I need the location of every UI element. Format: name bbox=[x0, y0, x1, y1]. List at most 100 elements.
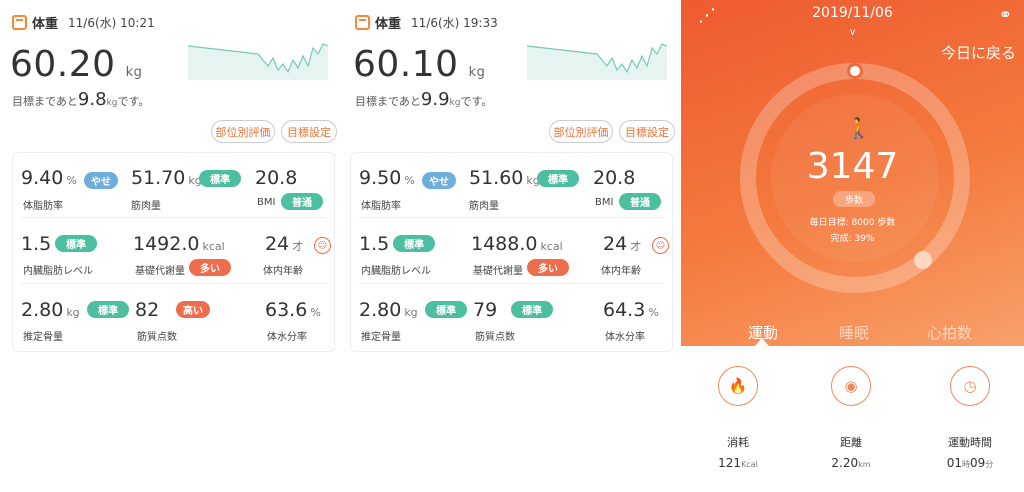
bmr-value: 1488.0 kcal bbox=[471, 233, 563, 255]
bmi-badge: 普通 bbox=[619, 193, 661, 210]
body-part-eval-button[interactable]: 部位別評価 bbox=[549, 120, 613, 143]
fat-label: 体脂肪率 bbox=[361, 201, 401, 212]
body-metrics-card: 9.40% やせ 体脂肪率 51.70 kg 標準 筋肉量 20.8 BMI 普通… bbox=[12, 152, 335, 352]
walking-icon: 🚶 bbox=[846, 116, 871, 140]
back-to-today-button[interactable]: 今日に戻る bbox=[940, 44, 1016, 62]
weight-value: 60.20 kg bbox=[10, 44, 142, 85]
visceral-badge: 標準 bbox=[393, 235, 435, 252]
scale-icon bbox=[355, 15, 370, 30]
distance-number: 2.20 bbox=[831, 456, 859, 470]
distance-value: 2.20km bbox=[811, 456, 891, 470]
body-age-unit: 才 bbox=[292, 240, 304, 253]
fat-number: 9.40 bbox=[21, 167, 64, 189]
tab-heart-rate[interactable]: 心拍数 bbox=[927, 324, 973, 342]
step-count: 3147 bbox=[806, 146, 899, 187]
body-age-value: 24 才 bbox=[603, 233, 641, 255]
weight-trend-sparkline bbox=[188, 43, 328, 80]
link-icon[interactable]: ⚭ bbox=[998, 5, 1012, 24]
goal-setting-button[interactable]: 目標設定 bbox=[619, 120, 675, 143]
bone-badge: 標準 bbox=[87, 301, 129, 318]
goal-value: 9.9 bbox=[420, 89, 450, 110]
distance-label: 距離 bbox=[840, 436, 862, 449]
visceral-badge: 標準 bbox=[55, 235, 97, 252]
bone-value: 2.80 kg bbox=[21, 299, 80, 321]
weight-header: 体重 11/6(水) 10:21 bbox=[12, 13, 155, 32]
goal-value: 9.8 bbox=[77, 89, 107, 110]
weight-number: 60.10 bbox=[353, 44, 459, 85]
daily-goal: 毎日目標: 8000 歩数 bbox=[809, 218, 896, 228]
bmr-number: 1488.0 bbox=[471, 233, 538, 255]
bmi-label: BMI bbox=[595, 197, 614, 208]
weight-value: 60.10 kg bbox=[353, 44, 485, 85]
bone-value: 2.80 kg bbox=[359, 299, 418, 321]
body-age-unit: 才 bbox=[630, 240, 642, 253]
water-value: 63.6% bbox=[265, 299, 321, 321]
muscle-label: 筋肉量 bbox=[469, 201, 499, 212]
weight-unit: kg bbox=[468, 65, 486, 80]
goal-prefix: 目標まであと bbox=[12, 95, 78, 108]
ring-progress-knob bbox=[914, 251, 933, 270]
chevron-down-icon[interactable]: ∨ bbox=[849, 27, 857, 38]
goal-prefix: 目標まであと bbox=[355, 95, 421, 108]
weight-trend-sparkline bbox=[527, 43, 667, 80]
share-icon[interactable]: ⋰ bbox=[698, 5, 716, 26]
divider bbox=[359, 283, 664, 284]
bmi-value: 20.8 bbox=[593, 167, 636, 189]
goal-setting-button[interactable]: 目標設定 bbox=[281, 120, 337, 143]
bmi-badge: 普通 bbox=[281, 193, 323, 210]
ring-inner bbox=[771, 94, 939, 262]
divider bbox=[21, 217, 326, 218]
weight-number: 60.20 bbox=[10, 44, 116, 85]
measure-datetime: 11/6(水) 10:21 bbox=[68, 16, 155, 30]
water-label: 体水分率 bbox=[267, 332, 307, 343]
muscle-score-label: 筋質点数 bbox=[137, 332, 177, 343]
calories-number: 121 bbox=[718, 456, 742, 470]
body-age-number: 24 bbox=[265, 233, 290, 255]
bone-badge: 標準 bbox=[425, 301, 467, 318]
flame-icon: 🔥 bbox=[718, 366, 758, 406]
goal-suffix: です。 bbox=[117, 95, 150, 108]
steps-label: 歩数 bbox=[833, 191, 875, 207]
bmr-badge: 多い bbox=[189, 259, 231, 276]
muscle-score-badge: 高い bbox=[176, 301, 210, 318]
face-icon: ☺ bbox=[314, 237, 331, 254]
bmi-label: BMI bbox=[257, 197, 276, 208]
bone-number: 2.80 bbox=[21, 299, 64, 321]
ring-start-knob bbox=[847, 63, 863, 79]
calories-label: 消耗 bbox=[727, 436, 749, 449]
water-number: 64.3 bbox=[603, 299, 646, 321]
visceral-value: 1.5 bbox=[21, 233, 52, 255]
muscle-value: 51.70 kg bbox=[131, 167, 202, 189]
calories-value: 121Kcal bbox=[698, 456, 778, 470]
weight-title: 体重 bbox=[375, 17, 402, 32]
muscle-score-badge: 標準 bbox=[511, 301, 553, 318]
weight-panel-2: 体重 11/6(水) 19:33 60.10 kg 目標まであと9.9kgです。 … bbox=[343, 0, 681, 352]
fat-number: 9.50 bbox=[359, 167, 402, 189]
face-icon: ☺ bbox=[652, 237, 669, 254]
scale-icon bbox=[12, 15, 27, 30]
activity-date[interactable]: 2019/11/06 bbox=[812, 5, 893, 21]
bmr-number: 1492.0 bbox=[133, 233, 200, 255]
water-value: 64.3% bbox=[603, 299, 659, 321]
water-unit: % bbox=[648, 306, 659, 319]
bmr-value: 1492.0 kcal bbox=[133, 233, 225, 255]
body-part-eval-button[interactable]: 部位別評価 bbox=[211, 120, 275, 143]
body-age-label: 体内年齢 bbox=[263, 266, 303, 277]
time-hours: 01 bbox=[946, 456, 962, 470]
bone-unit: kg bbox=[404, 306, 418, 319]
tab-exercise[interactable]: 運動 bbox=[748, 324, 779, 342]
goal-remaining: 目標まであと9.9kgです。 bbox=[355, 89, 492, 110]
activity-panel: ⋰ 2019/11/06 ∨ ⚭ 今日に戻る 🚶 3147 歩数 毎日目標: 8… bbox=[681, 0, 1024, 492]
calories-unit: Kcal bbox=[741, 460, 758, 469]
water-label: 体水分率 bbox=[605, 332, 645, 343]
divider bbox=[359, 217, 664, 218]
fat-unit: % bbox=[404, 174, 415, 187]
bmr-badge: 多い bbox=[527, 259, 569, 276]
bmr-label: 基礎代謝量 bbox=[473, 266, 523, 277]
muscle-number: 51.60 bbox=[469, 167, 524, 189]
goal-suffix: です。 bbox=[460, 95, 493, 108]
bone-label: 推定骨量 bbox=[361, 332, 401, 343]
body-metrics-card: 9.50% やせ 体脂肪率 51.60 kg 標準 筋肉量 20.8 BMI 普通… bbox=[350, 152, 673, 352]
tab-sleep[interactable]: 睡眠 bbox=[839, 324, 870, 342]
fat-unit: % bbox=[66, 174, 77, 187]
